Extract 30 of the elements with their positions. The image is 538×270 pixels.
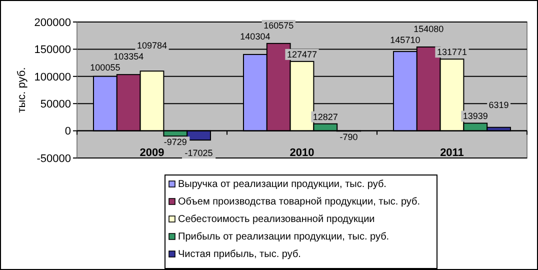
data-label: 103354 bbox=[114, 52, 144, 62]
data-label: 13939 bbox=[462, 111, 488, 122]
data-label: 145710 bbox=[390, 34, 420, 45]
data-label: 140304 bbox=[240, 31, 270, 42]
y-tick-label: 0 bbox=[64, 126, 71, 138]
data-label: 109784 bbox=[136, 40, 168, 51]
legend-label: Себестоимость реализованной продукции bbox=[178, 214, 375, 225]
data-label: -790 bbox=[340, 132, 358, 142]
y-tick-label: -50000 bbox=[36, 152, 71, 165]
y-tick-label: 50000 bbox=[40, 98, 71, 110]
legend-label: Выручка от реализации продукции, тыс. руб. bbox=[178, 179, 386, 190]
x-tick-label: 2010 bbox=[290, 146, 314, 159]
data-label: 6319 bbox=[488, 100, 509, 110]
legend-label: Объем производства товарной продукции, тыс. руб. bbox=[178, 196, 420, 208]
x-tick-label: 2011 bbox=[440, 146, 464, 159]
data-label: 127477 bbox=[286, 49, 318, 60]
y-tick-label: 200000 bbox=[34, 16, 71, 29]
legend-label: Чистая прибыль, тыс. руб. bbox=[178, 249, 301, 260]
data-label: 100055 bbox=[90, 62, 120, 73]
x-tick-label: 2009 bbox=[140, 146, 164, 159]
data-label: 131771 bbox=[436, 47, 468, 58]
data-label: 160575 bbox=[264, 20, 294, 30]
legend-label: Прибыль от реализации продукции, тыс. руб. bbox=[178, 232, 390, 242]
data-label: -9729 bbox=[164, 137, 187, 148]
y-tick-label: 150000 bbox=[34, 44, 71, 56]
y-axis-title: тыс. руб. bbox=[16, 67, 28, 113]
data-label: -17025 bbox=[184, 148, 213, 158]
data-label: 12827 bbox=[312, 112, 338, 122]
y-tick-label: 100000 bbox=[34, 71, 71, 84]
data-label: 154080 bbox=[414, 24, 444, 34]
